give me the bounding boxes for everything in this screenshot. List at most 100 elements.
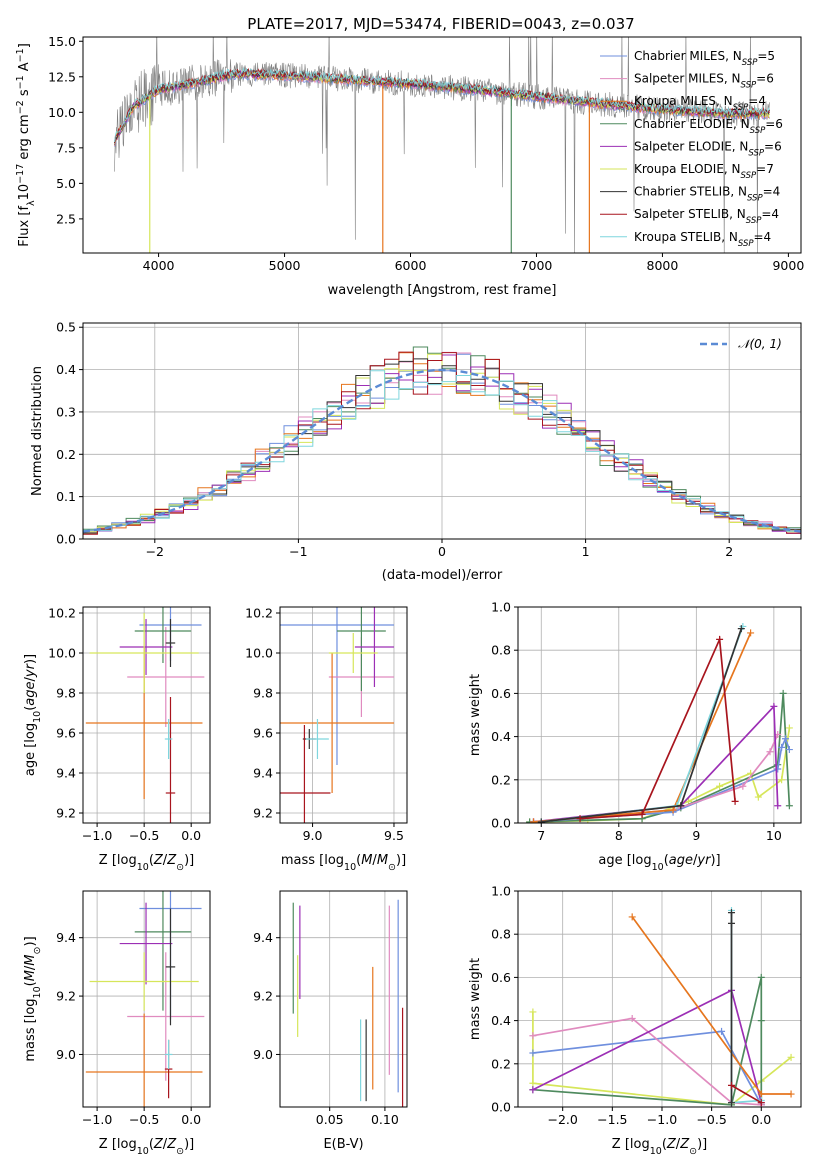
spectrum-ylabel-part: −2 <box>15 100 26 114</box>
weight-line-salpeter_stelib <box>731 1084 762 1104</box>
weight-marker-salpeter_stelib <box>638 810 646 818</box>
mass-vs-ebv-xlabel: E(B-V) <box>323 1137 363 1152</box>
y-tick-label: 9.4 <box>253 766 273 781</box>
weight-marker-chabrier_miles <box>785 746 793 754</box>
y-tick-label: 0.0 <box>491 1100 511 1115</box>
weight-marker-salpeter_elodie <box>774 802 782 810</box>
mass-vs-z-ylabel-part: ( <box>23 981 38 986</box>
massweight_vs_Z-panel: −2.0 −1.5 −1.0 −0.5 0.0 0.0 0.2 0.4 0.6 0.8 1.0 Z [… <box>468 884 802 1157</box>
figure-title: PLATE=2017, MJD=53474, FIBERID=0043, z=0… <box>247 15 634 33</box>
weight-marker-chabrier_stelib <box>677 802 685 810</box>
legend-label-salpeter_miles: Salpeter MILES, NSSP=6 <box>634 72 774 91</box>
mass-vs-z-xlabel-part: 10 <box>137 1146 149 1157</box>
spectrum-ylabel-part: −1 <box>15 75 26 89</box>
weight-line-chabrier_elodie <box>529 693 791 823</box>
x-tick-label: 2 <box>725 544 733 559</box>
mass-vs-z-xlabel-part: )] <box>184 1137 194 1152</box>
y-tick-label: 10.2 <box>48 606 76 621</box>
age-vs-z-xlabel-part: Z <box>153 853 164 868</box>
legend-label-sub: SSP <box>738 239 754 249</box>
massweight-vs-age-xlabel-part: ( <box>664 853 669 868</box>
mass-vs-z-xlabel-part: Z <box>166 1137 177 1152</box>
x-tick-label: 6000 <box>395 258 427 273</box>
residuals-plot-area <box>83 346 801 539</box>
age-vs-z-xlabel-part: Z <box>166 853 177 868</box>
spectrum-ylabel-part: s <box>17 89 32 100</box>
mass_vs_Z-panel: −1.0 −0.5 0.09.09.29.4Z [log10(Z/Z⊙)]mass … <box>23 890 211 1157</box>
age-vs-z-xlabel: Z [log10(Z/Z⊙)] <box>99 853 194 873</box>
y-tick-label: 10.2 <box>245 606 273 621</box>
age-vs-z-ylabel-part: 10 <box>32 711 43 723</box>
age-vs-z-ylabel: age [log10(age/yr)] <box>23 654 43 776</box>
weight-line-chabrier_miles <box>533 736 791 823</box>
legend-label-main: Salpeter ELODIE, N <box>634 139 748 153</box>
y-tick-label: 9.8 <box>253 686 273 701</box>
y-tick-label: 2.5 <box>56 211 76 226</box>
y-tick-label: 15.0 <box>48 34 76 49</box>
weight-line-salpeter_elodie <box>533 704 779 823</box>
y-tick-label: 9.2 <box>253 806 273 821</box>
age-vs-mass-xlabel-part: ( <box>356 853 361 868</box>
massweight-vs-age-xlabel-part: )] <box>710 853 720 868</box>
weight-marker-kroupa_elodie <box>529 1008 537 1016</box>
y-tick-label: 9.4 <box>56 930 76 945</box>
x-tick-label: −0.5 <box>129 828 159 843</box>
legend-label-suffix: =7 <box>756 162 774 176</box>
x-tick-label: 9000 <box>772 258 804 273</box>
legend-label-main: Chabrier MILES, N <box>634 49 742 63</box>
massweight-vs-z-xlabel-part: 10 <box>650 1146 662 1157</box>
legend-label-sub: SSP <box>733 103 749 113</box>
weight-marker-salpeter_stelib <box>576 815 584 823</box>
weight-marker-chabrier_stelib <box>727 909 735 917</box>
y-tick-label: 9.6 <box>253 726 273 741</box>
age-vs-z-xlabel-part: ⊙ <box>176 862 184 873</box>
massweight_vs_Z-frame <box>517 890 802 1108</box>
y-tick-label: 0.3 <box>56 404 76 419</box>
massweight-vs-age-xlabel-part: age <box>669 853 693 868</box>
weight-marker-salpeter_elodie <box>770 702 778 710</box>
legend-label-suffix: =4 <box>754 230 772 244</box>
spectrum-plot-area <box>114 37 770 253</box>
weight-marker-salpeter_elodie <box>529 1086 537 1094</box>
weight-line-chabrier_miles <box>532 1030 763 1106</box>
weight-marker-chabrier_elodie <box>785 802 793 810</box>
age-vs-z-ylabel-part: age [log <box>23 723 38 776</box>
x-tick-label: 9 <box>692 828 700 843</box>
mass_vs_EBV-panel: 0.05 0.10 9.0 9.2 9.4 E(B-V) <box>253 890 408 1152</box>
massweight-vs-age-xlabel-part: age [log <box>598 853 651 868</box>
legend-label-sub: SSP <box>741 171 757 181</box>
massweight-vs-age-xlabel-part: yr <box>696 853 712 868</box>
x-tick-label: 10 <box>766 828 782 843</box>
histogram-step-kroupa_stelib <box>83 370 801 539</box>
y-tick-label: 5.0 <box>56 176 76 191</box>
legend-label-sub: SSP <box>747 194 763 204</box>
weight-marker-chabrier_miles <box>529 1049 537 1057</box>
weight-marker-chabrier_miles <box>774 765 782 773</box>
weight-marker-kroupa_elodie <box>778 776 786 784</box>
x-tick-label: −2.0 <box>548 1112 578 1127</box>
y-tick-label: 9.6 <box>56 726 76 741</box>
mass-vs-z-ylabel-part: mass [log <box>23 998 38 1061</box>
legend-label-sub: SSP <box>741 81 757 91</box>
weight-marker-salpeter_stelib <box>731 797 739 805</box>
massweight_vs_age-plot-area <box>526 622 793 823</box>
legend-label-main: Chabrier STELIB, N <box>634 185 747 199</box>
legend-label-main: Salpeter MILES, N <box>634 72 741 86</box>
y-tick-label: 0.8 <box>491 927 511 942</box>
weight-marker-salpeter_stelib <box>716 635 724 643</box>
y-tick-label: 0.6 <box>491 970 511 985</box>
panels: 4000 5000 6000 7000 8000 90002.55.07.510.012.… <box>15 34 805 1157</box>
residuals-xlabel: (data-model)/error <box>382 568 503 583</box>
x-tick-label: −1 <box>289 544 307 559</box>
x-tick-label: 7 <box>537 828 545 843</box>
x-tick-label: 7000 <box>521 258 553 273</box>
massweight-vs-z-xlabel-part: Z <box>679 1137 690 1152</box>
age_vs_mass-plot-area <box>280 607 394 823</box>
weight-marker-kroupa_elodie <box>785 724 793 732</box>
age-vs-mass-xlabel-part: )] <box>396 853 406 868</box>
age-vs-z-xlabel-part: )] <box>184 853 194 868</box>
age-vs-z-xlabel-part: / <box>163 853 168 868</box>
residuals-ylabel: Normed distribution <box>30 366 45 496</box>
weight-marker-kroupa_miles <box>757 1090 765 1098</box>
